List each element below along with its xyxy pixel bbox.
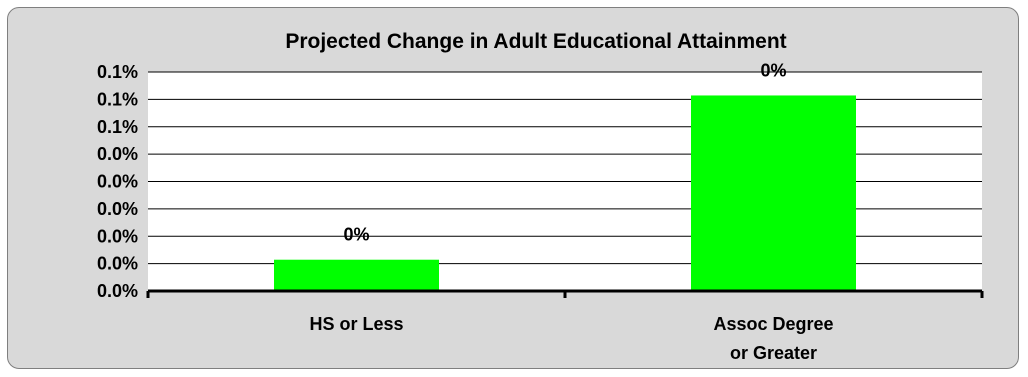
bar: [691, 95, 856, 291]
x-category-label: or Greater: [730, 343, 817, 363]
y-tick-label: 0.1%: [97, 117, 138, 137]
y-tick-label: 0.0%: [97, 144, 138, 164]
x-category-label: HS or Less: [309, 314, 403, 334]
y-tick-label: 0.1%: [97, 89, 138, 109]
chart-title: Projected Change in Adult Educational At…: [285, 30, 786, 53]
y-tick-label: 0.0%: [97, 199, 138, 219]
x-axis: [146, 289, 984, 298]
bar: [274, 259, 439, 291]
y-tick-label: 0.0%: [97, 172, 138, 192]
x-axis-category-labels: HS or Less Assoc Degree or Greater: [309, 314, 833, 363]
y-tick-label: 0.0%: [97, 254, 138, 274]
data-label: 0%: [760, 60, 786, 80]
x-category-label: Assoc Degree: [713, 314, 833, 334]
y-tick-label: 0.1%: [97, 62, 138, 82]
y-axis-tick-labels: 0.0% 0.0% 0.0% 0.0% 0.0% 0.0% 0.1% 0.1% 0.1%: [97, 62, 138, 301]
bars: [274, 95, 856, 291]
y-tick-label: 0.0%: [97, 281, 138, 301]
y-tick-label: 0.0%: [97, 226, 138, 246]
data-label: 0%: [343, 225, 369, 245]
data-labels: 0% 0%: [343, 60, 786, 244]
